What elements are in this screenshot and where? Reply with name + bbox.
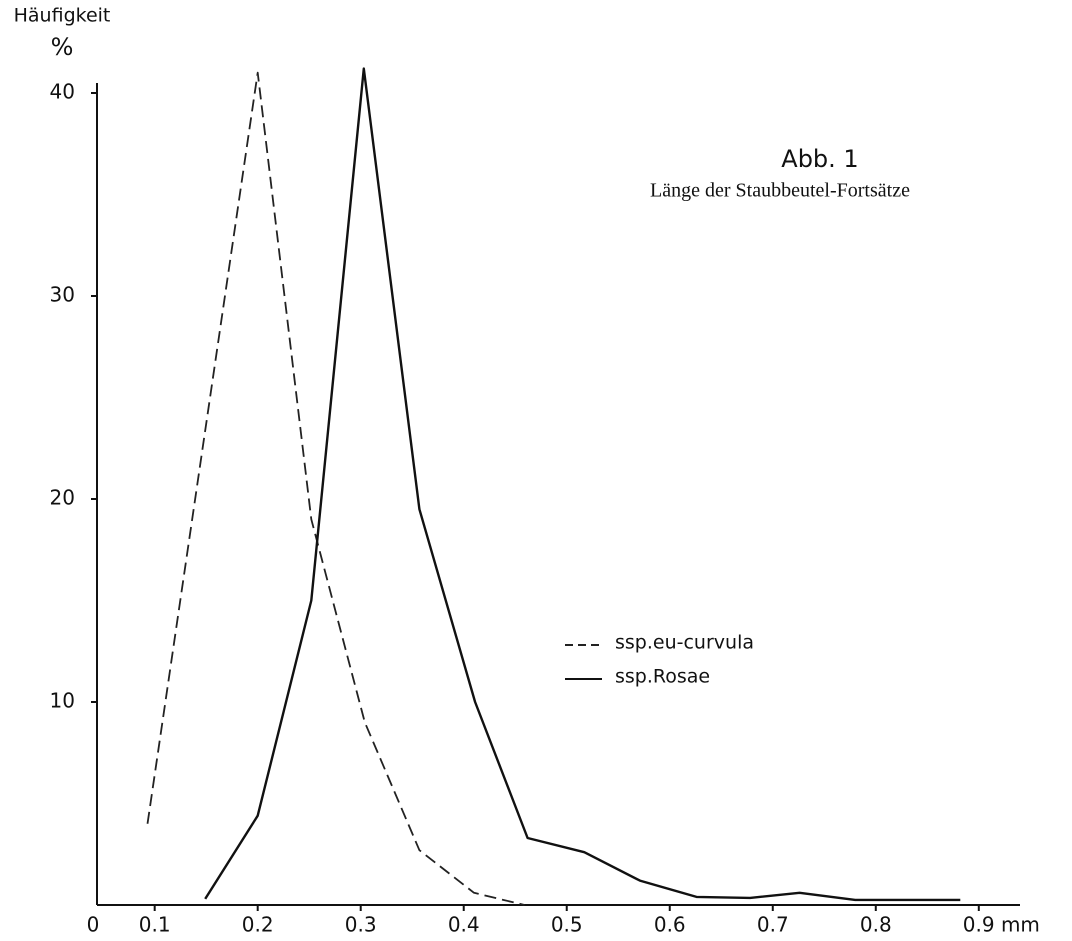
chart-subtitle: Länge der Staubbeutel-Fortsätze <box>650 180 910 202</box>
data-line <box>204 67 961 902</box>
y-axis-unit: % <box>51 33 74 61</box>
y-tick-label: 10 <box>50 689 75 713</box>
x-tick-label: 0.3 <box>345 913 377 937</box>
x-tick-label: 0.5 <box>551 913 583 937</box>
chart-title: Abb. 1 <box>781 145 858 173</box>
x-tick-label: 0.7 <box>757 913 789 937</box>
x-tick-label: 0.1 <box>139 913 171 937</box>
y-tick-label: 30 <box>50 283 75 307</box>
legend-label: ssp.Rosae <box>615 666 710 688</box>
x-tick-label: 0.4 <box>448 913 480 937</box>
y-tick-label: 20 <box>50 486 75 510</box>
data-line <box>146 71 525 906</box>
x-tick-label: 0.8 <box>860 913 892 937</box>
x-tick-label: 0.9 mm <box>963 913 1040 937</box>
x-tick-label: 0.6 <box>654 913 686 937</box>
y-axis-label: Häufigkeit <box>14 5 111 27</box>
x-origin-label: 0 <box>87 913 100 937</box>
x-tick-label: 0.2 <box>242 913 274 937</box>
legend-label: ssp.eu-curvula <box>615 632 754 654</box>
y-tick-label: 40 <box>50 80 75 104</box>
